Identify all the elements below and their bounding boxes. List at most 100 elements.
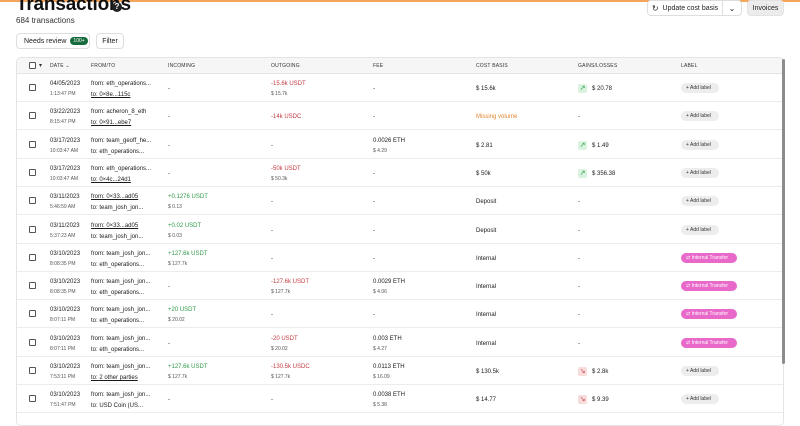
row-checkbox[interactable] [29,282,36,290]
row-time: 8:07:11 PM [50,345,76,352]
needs-review-label: Needs review [24,37,67,45]
help-icon[interactable]: ? [112,2,122,12]
table-row[interactable]: 03/22/2023 8:15:47 PM from: acheron_8_eth t… [17,102,783,131]
add-label-button[interactable]: + Add label [681,111,719,122]
table-row[interactable]: 03/11/2023 5:46:59 AM from: 0×33...ad05 to:… [17,187,783,216]
table-row[interactable]: 03/10/2023 7:53:11 PM from: team_josh_jon.… [17,357,783,385]
update-cost-basis-button[interactable]: ↻ Update cost basis [647,0,723,16]
row-outgoing: -20 USDT [271,335,298,342]
row-from: from: team_josh_jon... [91,250,151,257]
row-gain-loss: - [578,227,580,234]
internal-transfer-label[interactable]: ⇄ Internal Transfer [681,281,737,292]
row-from: from: eth_operations... [91,165,152,172]
transaction-count: 684 transactions [16,16,75,25]
table-row[interactable]: 03/17/2023 10:03:47 AM from: eth_operation… [17,159,783,187]
row-fee-usd: $ 4.27 [373,345,387,352]
sort-down-icon: ⌄ [65,63,70,69]
row-incoming-usd: $ 0.13 [168,204,182,211]
arrow-down-right-icon: ↘ [578,367,587,376]
select-menu-icon[interactable]: ▾ [39,63,43,69]
arrow-up-right-icon: ↗ [578,140,587,150]
table-row[interactable]: 03/10/2023 8:08:35 PM from: team_josh_jon.… [17,244,783,272]
row-checkbox[interactable] [29,253,36,261]
row-fee: 0.0113 ETH [373,364,405,370]
add-label-button[interactable]: + Add label [681,167,719,178]
transactions-table: ▾ DATE ⌄ FROM/TO INCOMING OUTGOING FEE C… [16,57,784,426]
row-to[interactable]: to: 2 other parties [91,375,138,381]
row-outgoing: - [271,255,273,262]
add-label-button[interactable]: + Add label [681,224,719,235]
row-checkbox[interactable] [29,338,36,346]
row-checkbox[interactable] [29,168,36,176]
row-incoming: +0.02 USDT [168,222,202,229]
table-row[interactable]: 03/11/2023 5:37:23 AM from: 0×33...ad05 to:… [17,216,783,244]
needs-review-button[interactable]: Needs review 100+ [16,33,90,49]
table-row[interactable]: 03/10/2023 8:07:11 PM from: team_josh_jon.… [17,300,783,329]
chevron-down-icon[interactable]: ⌄ [722,0,742,16]
row-cost-basis: Internal [476,340,497,347]
row-incoming: - [168,284,170,291]
row-to[interactable]: to: 0×4c...24d1 [91,176,131,183]
row-incoming: +127.6k USDT [168,364,208,370]
row-time: 8:07:11 PM [50,317,76,324]
table-scrollbar[interactable] [782,59,785,364]
table-row[interactable]: 03/10/2023 8:07:11 PM from: team_josh_jon.… [17,329,783,357]
row-fee: 0.0026 ETH [373,137,406,144]
row-outgoing: - [271,312,273,319]
header-date-label: DATE [50,63,64,69]
row-cost-basis: Deposit [476,227,497,234]
internal-transfer-label[interactable]: ⇄ Internal Transfer [681,309,737,320]
row-incoming-usd: $ 127.7k [168,374,188,380]
row-from[interactable]: from: 0×33...ad05 [91,194,139,201]
row-cost-basis: Missing volume [476,114,518,121]
add-label-button[interactable]: + Add label [681,394,719,405]
row-outgoing-usd: $ 20.02 [271,345,288,352]
row-outgoing-usd: $ 127.7k [271,374,291,380]
filter-button[interactable]: Filter [96,33,124,49]
row-cost-basis: $ 130.5k [476,369,500,375]
select-all-checkbox[interactable] [29,62,36,69]
row-outgoing-usd: $ 127.7k [271,289,291,296]
row-fee: - [373,312,375,319]
table-row[interactable]: 04/05/2023 1:13:47 PM from: eth_operations… [17,74,783,102]
row-from: from: team_josh_jon... [91,279,151,286]
add-label-button[interactable]: + Add label [681,83,719,93]
row-incoming: - [168,170,170,177]
row-gain-loss: $ 20.78 [592,86,613,92]
row-checkbox[interactable] [29,112,36,120]
row-fee: - [373,86,375,92]
add-label-button[interactable]: + Add label [681,139,719,150]
add-label-button[interactable]: + Add label [681,366,719,376]
row-checkbox[interactable] [29,225,36,233]
add-label-button[interactable]: + Add label [681,196,719,207]
row-to[interactable]: to: 0×8e...115c [91,92,131,98]
header-from-to: FROM/TO [91,63,116,69]
row-to: to: team_josh_jon... [91,205,144,212]
row-to[interactable]: to: 0×91...ebe7 [91,120,132,127]
update-cost-basis-label: Update cost basis [662,4,719,12]
row-checkbox[interactable] [29,367,36,374]
row-fee: 0.0038 ETH [373,392,406,399]
row-date: 03/11/2023 [50,194,80,201]
row-checkbox[interactable] [29,140,36,148]
row-gain-loss: - [578,340,580,347]
row-cost-basis: $ 15.6k [476,86,496,92]
internal-transfer-label[interactable]: ⇄ Internal Transfer [681,337,737,348]
row-checkbox[interactable] [29,395,36,403]
invoices-button[interactable]: Invoices [747,0,784,16]
row-checkbox[interactable] [29,197,36,205]
row-from[interactable]: from: 0×33...ad05 [91,222,139,229]
table-row[interactable]: 03/10/2023 7:51:47 PM from: team_josh_jon.… [17,385,783,414]
header-gains-losses: GAINS/LOSSES [578,63,618,69]
row-checkbox[interactable] [29,84,36,91]
row-gain-loss: $ 1.49 [592,142,609,149]
table-row[interactable]: 03/10/2023 8:08:35 PM from: team_josh_jon.… [17,272,783,301]
row-from: from: team_josh_jon... [91,307,151,314]
internal-transfer-label[interactable]: ⇄ Internal Transfer [681,252,737,263]
row-checkbox[interactable] [29,310,36,318]
row-outgoing: -50k USDT [271,165,301,172]
table-row[interactable]: 03/17/2023 10:03:47 AM from: team_geoff_he… [17,131,783,159]
header-date[interactable]: DATE ⌄ [50,63,70,69]
row-time: 5:37:23 AM [50,232,76,239]
row-to: to: eth_operations... [91,290,145,297]
